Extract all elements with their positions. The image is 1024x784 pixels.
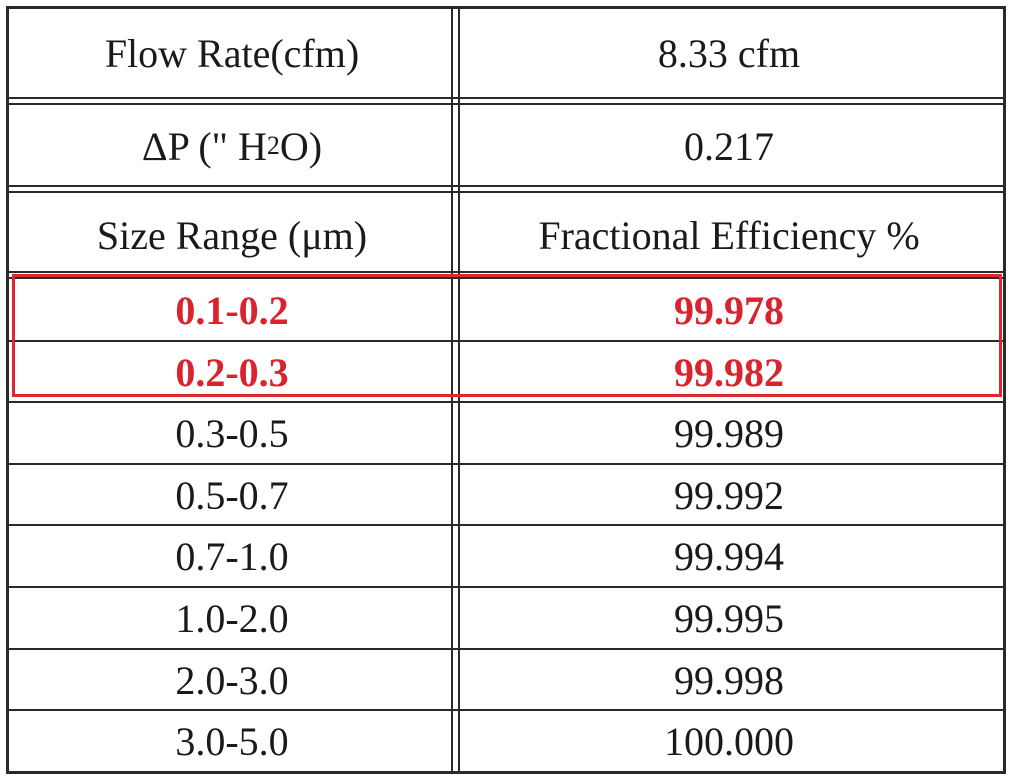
table-row: 0.7-1.0 99.994 — [9, 525, 1003, 587]
pressure-drop-label-sub: 2 — [266, 131, 280, 160]
size-range-cell: 3.0-5.0 — [175, 718, 289, 764]
row-divider — [9, 340, 1003, 342]
table-row: 1.0-2.0 99.995 — [9, 587, 1003, 649]
column-header-row: Size Range (μm) Fractional Efficiency % — [9, 193, 1003, 277]
row-divider — [9, 463, 1003, 465]
flow-rate-label: Flow Rate(cfm) — [104, 30, 360, 76]
size-range-cell: 0.1-0.2 — [175, 287, 289, 333]
table-row: 2.0-3.0 99.998 — [9, 649, 1003, 711]
divider — [9, 185, 1003, 193]
row-divider — [9, 648, 1003, 650]
size-range-cell: 0.2-0.3 — [175, 349, 289, 395]
efficiency-cell: 99.994 — [674, 533, 784, 579]
divider — [9, 97, 1003, 105]
size-range-cell: 0.3-0.5 — [175, 410, 289, 456]
table-row: 0.5-0.7 99.992 — [9, 464, 1003, 526]
efficiency-cell: 99.978 — [674, 287, 784, 333]
table-row: 0.1-0.2 99.978 — [9, 279, 1003, 341]
table-row: 0.3-0.5 99.989 — [9, 402, 1003, 464]
row-divider — [9, 524, 1003, 526]
efficiency-cell: 99.989 — [674, 410, 784, 456]
efficiency-header: Fractional Efficiency % — [538, 212, 920, 258]
pressure-drop-value: 0.217 — [684, 123, 774, 169]
divider — [9, 271, 1003, 279]
efficiency-cell: 99.992 — [674, 472, 784, 518]
efficiency-cell: 99.995 — [674, 595, 784, 641]
row-divider — [9, 586, 1003, 588]
efficiency-table: Flow Rate(cfm) 8.33 cfm ΔP (" H 2 O) 0.217… — [6, 6, 1006, 774]
size-range-cell: 2.0-3.0 — [175, 657, 289, 703]
pressure-drop-label-suffix: O) — [279, 123, 323, 169]
table-row: 3.0-5.0 100.000 — [9, 710, 1003, 772]
size-range-cell: 1.0-2.0 — [175, 595, 289, 641]
row-divider — [9, 709, 1003, 711]
flow-rate-row: Flow Rate(cfm) 8.33 cfm — [9, 9, 1003, 97]
size-range-cell: 0.7-1.0 — [175, 533, 289, 579]
table-row: 0.2-0.3 99.982 — [9, 341, 1003, 403]
pressure-drop-label: ΔP (" H 2 O) — [9, 105, 455, 187]
row-divider — [9, 401, 1003, 403]
efficiency-cell: 100.000 — [664, 718, 794, 764]
column-divider — [451, 9, 453, 771]
pressure-drop-row: ΔP (" H 2 O) 0.217 — [9, 105, 1003, 187]
column-divider — [458, 9, 460, 771]
efficiency-cell: 99.998 — [674, 657, 784, 703]
size-range-cell: 0.5-0.7 — [175, 472, 289, 518]
flow-rate-value: 8.33 cfm — [657, 30, 801, 76]
pressure-drop-label-prefix: ΔP (" H — [141, 123, 267, 169]
size-range-header: Size Range (μm) — [96, 212, 368, 258]
efficiency-cell: 99.982 — [674, 349, 784, 395]
